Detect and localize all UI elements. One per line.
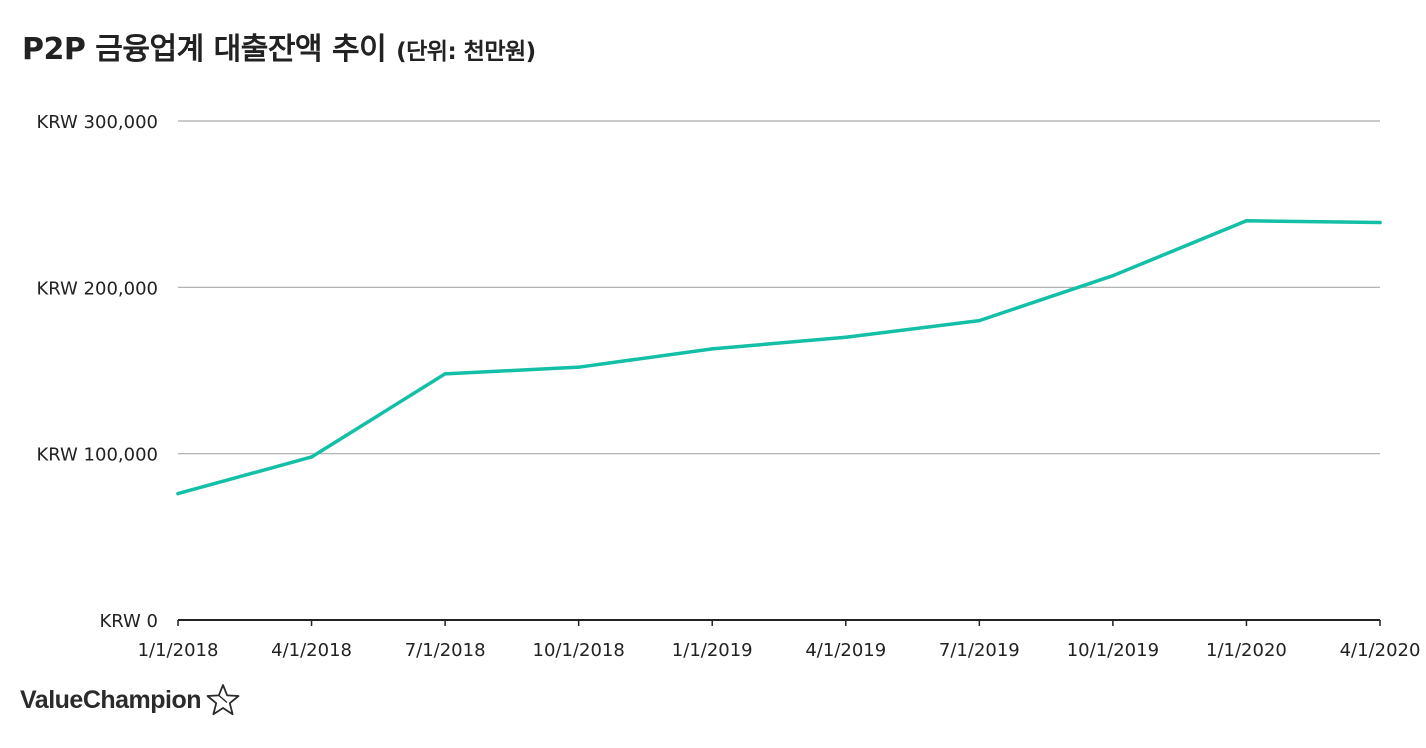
data-point (443, 372, 447, 376)
x-tick-label: 4/1/2020 (1340, 640, 1421, 661)
x-axis-ticks: 1/1/2018 4/1/2018 7/1/2018 10/1/2018 1/1/201… (138, 620, 1421, 661)
x-tick-label: 1/1/2020 (1206, 640, 1287, 661)
data-point (309, 455, 314, 459)
data-point (176, 491, 180, 496)
y-axis-ticks: KRW 0 KRW 100,000 KRW 200,000 KRW 300,000 (36, 112, 158, 632)
series-line (176, 219, 1382, 496)
data-point (977, 318, 982, 323)
brand-name: ValueChampion (20, 685, 202, 714)
x-tick-label: 4/1/2018 (271, 640, 352, 661)
data-point (576, 365, 581, 369)
data-point (1244, 219, 1249, 223)
y-tick-label: KRW 100,000 (36, 445, 158, 466)
data-point (1111, 273, 1115, 278)
data-point (844, 335, 848, 339)
x-tick-label: 1/1/2019 (672, 640, 753, 661)
series-loan-balance (176, 219, 1382, 496)
y-tick-label: KRW 300,000 (36, 112, 158, 133)
star-outline-icon (206, 684, 240, 716)
gridlines (178, 120, 1380, 455)
brand-logo: ValueChampion (20, 682, 241, 718)
chart-title-unit: (단위: 천만원) (396, 39, 536, 65)
x-tick-label: 7/1/2019 (939, 640, 1020, 661)
x-tick-label: 10/1/2019 (1067, 640, 1159, 661)
chart-title-main: P2P 금융업계 대출잔액 추이 (22, 32, 387, 67)
x-tick-label: 1/1/2018 (138, 640, 219, 661)
y-tick-label: KRW 0 (99, 611, 158, 632)
data-point (1378, 220, 1382, 225)
x-tick-label: 10/1/2018 (533, 640, 625, 661)
x-tick-label: 7/1/2018 (405, 640, 486, 661)
data-point (710, 347, 714, 351)
y-tick-label: KRW 200,000 (36, 278, 158, 299)
x-tick-label: 4/1/2019 (805, 640, 886, 661)
chart-title: P2P 금융업계 대출잔액 추이 (단위: 천만원) (22, 24, 536, 68)
